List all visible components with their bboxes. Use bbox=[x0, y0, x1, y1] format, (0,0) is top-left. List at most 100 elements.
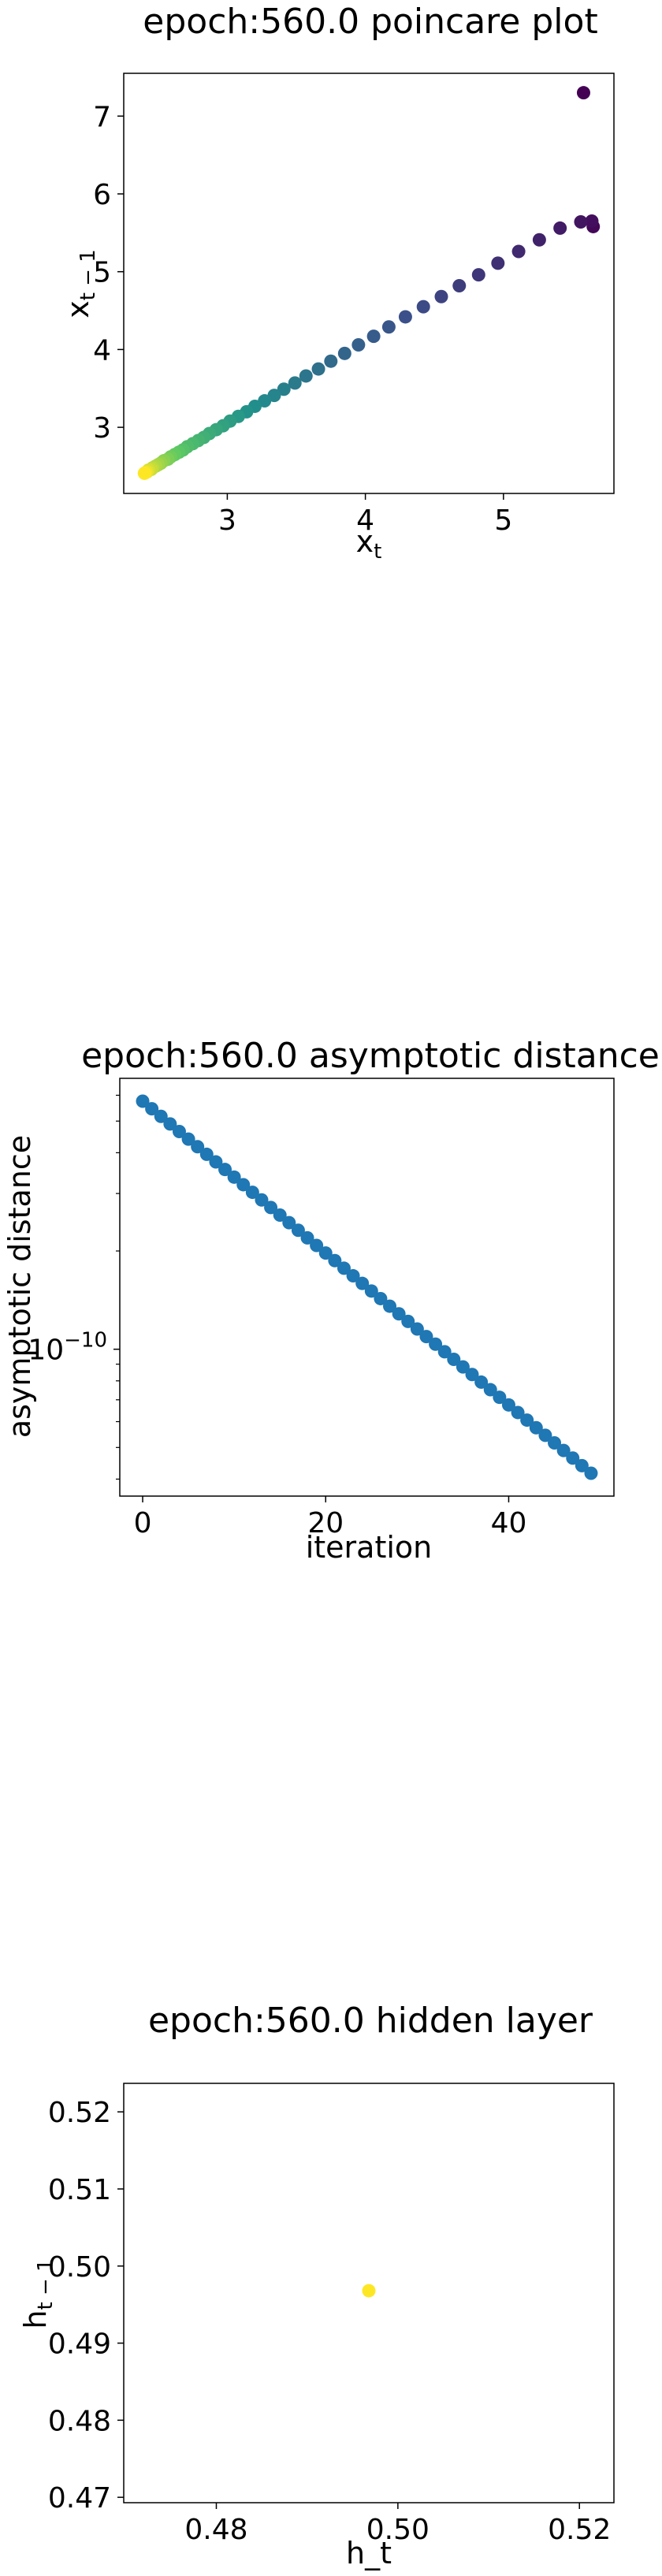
asymptotic-x-axis-label: iteration bbox=[306, 1530, 433, 1565]
hidden-layer-title: epoch:560.0 hidden layer bbox=[148, 2001, 593, 2041]
asymptotic-point bbox=[346, 1269, 360, 1283]
asymptotic-point bbox=[328, 1253, 342, 1268]
asymptotic-point bbox=[419, 1330, 433, 1344]
poincare-point bbox=[532, 233, 546, 247]
hidden-point bbox=[362, 2284, 376, 2298]
poincare-plot-frame bbox=[123, 73, 615, 494]
asymptotic-point bbox=[218, 1163, 232, 1177]
poincare-y-tick-label: 3 bbox=[93, 412, 111, 445]
poincare-point bbox=[137, 466, 151, 480]
asymptotic-point bbox=[383, 1299, 397, 1313]
hidden-y-tick-label: 0.47 bbox=[48, 2482, 111, 2515]
hidden-y-label-sub: t − 1 bbox=[34, 2258, 58, 2310]
poincare-x-axis-label: xt bbox=[356, 524, 382, 564]
asymptotic-point bbox=[209, 1155, 223, 1169]
poincare-y-label-main: x bbox=[61, 300, 95, 318]
asymptotic-point bbox=[199, 1147, 214, 1161]
poincare-point bbox=[574, 215, 588, 229]
asymptotic-point bbox=[145, 1102, 159, 1116]
poincare-point bbox=[576, 86, 590, 100]
asymptotic-distance-title: epoch:560.0 asymptotic distance bbox=[81, 1036, 660, 1076]
hidden-x-axis-label: h_t bbox=[346, 2536, 392, 2570]
asymptotic-point bbox=[493, 1390, 507, 1405]
poincare-y-tick-label: 5 bbox=[93, 257, 111, 289]
asymptotic-point bbox=[154, 1109, 168, 1123]
hidden-plot-frame bbox=[123, 2083, 615, 2503]
asymptotic-point bbox=[429, 1337, 443, 1351]
poincare-point bbox=[299, 369, 313, 383]
hidden-y-tick-label: 0.50 bbox=[48, 2251, 111, 2284]
asymptotic-point bbox=[282, 1215, 296, 1230]
asymptotic-point bbox=[511, 1405, 525, 1420]
asymptotic-y-axis-label: asymptotic distance bbox=[2, 1135, 37, 1438]
asymptotic-point bbox=[520, 1413, 534, 1428]
poincare-point bbox=[277, 382, 291, 396]
asymptotic-point bbox=[483, 1383, 497, 1397]
asymptotic-point bbox=[181, 1132, 195, 1146]
hidden-y-tick-label: 0.48 bbox=[48, 2405, 111, 2437]
poincare-point bbox=[311, 362, 325, 376]
poincare-point bbox=[416, 300, 430, 314]
asymptotic-y-tick-label: 10−10 bbox=[28, 1329, 107, 1367]
poincare-point bbox=[434, 289, 448, 303]
hidden-points-layer bbox=[362, 2284, 376, 2298]
poincare-x-tick-label: 4 bbox=[356, 504, 374, 537]
asymptotic-x-tick-label: 0 bbox=[134, 1507, 152, 1539]
poincare-x-tick-label: 3 bbox=[218, 504, 236, 537]
asymptotic-point bbox=[566, 1451, 580, 1465]
asymptotic-point bbox=[172, 1125, 186, 1139]
asymptotic-point bbox=[437, 1345, 452, 1359]
hidden-y-tick-label: 0.49 bbox=[48, 2328, 111, 2361]
asymptotic-x-tick-label: 20 bbox=[307, 1507, 344, 1539]
poincare-point bbox=[324, 354, 338, 368]
poincare-point bbox=[381, 320, 396, 334]
asymptotic-point bbox=[501, 1398, 515, 1412]
hidden-y-label-main: h bbox=[18, 2310, 53, 2328]
poincare-y-tick-label: 7 bbox=[93, 101, 111, 133]
asymptotic-point bbox=[474, 1375, 489, 1389]
poincare-x-label-main: x bbox=[356, 524, 374, 559]
asymptotic-point bbox=[401, 1314, 415, 1328]
poincare-point bbox=[491, 256, 505, 270]
poincare-point bbox=[351, 337, 366, 352]
hidden-layer-chart: epoch:560.0 hidden layer 0.48 0.50 0.52 0.4… bbox=[18, 2001, 615, 2570]
poincare-point bbox=[511, 244, 526, 259]
poincare-point bbox=[288, 376, 302, 390]
asymptotic-point bbox=[374, 1291, 388, 1305]
poincare-points-layer bbox=[137, 86, 601, 480]
asymptotic-point bbox=[163, 1117, 177, 1131]
poincare-y-axis-label: xt − 1 bbox=[61, 249, 100, 318]
hidden-y-axis-label: ht − 1 bbox=[18, 2258, 58, 2328]
asymptotic-point bbox=[392, 1307, 406, 1321]
asymptotic-point bbox=[538, 1428, 552, 1442]
asymptotic-point bbox=[465, 1368, 479, 1382]
hidden-x-tick-label: 0.50 bbox=[366, 2514, 430, 2546]
asymptotic-point bbox=[291, 1223, 305, 1238]
asymptotic-point bbox=[410, 1322, 424, 1336]
poincare-point bbox=[398, 310, 412, 324]
asymptotic-plot-frame bbox=[119, 1078, 615, 1497]
asymptotic-point bbox=[364, 1284, 378, 1298]
asymptotic-point bbox=[191, 1140, 205, 1154]
asymptotic-point bbox=[310, 1238, 324, 1253]
hidden-y-tick-label: 0.52 bbox=[48, 2097, 111, 2129]
hidden-x-tick-label: 0.48 bbox=[184, 2514, 247, 2546]
asymptotic-point bbox=[255, 1193, 269, 1207]
poincare-ticks-layer: 3 4 5 3 4 5 6 7 bbox=[93, 101, 512, 537]
hidden-y-tick-label: 0.51 bbox=[48, 2174, 111, 2206]
asymptotic-point bbox=[456, 1360, 470, 1374]
poincare-point bbox=[366, 329, 381, 344]
poincare-y-tick-label: 6 bbox=[93, 179, 111, 211]
asymptotic-point bbox=[300, 1230, 314, 1245]
poincare-point bbox=[553, 221, 567, 235]
hidden-ticks-layer: 0.48 0.50 0.52 0.47 0.48 0.49 0.50 0.51 0.52 bbox=[48, 2097, 611, 2546]
asymptotic-point bbox=[447, 1353, 461, 1367]
asymptotic-point bbox=[548, 1435, 562, 1450]
poincare-point bbox=[337, 346, 351, 360]
asymptotic-x-tick-label: 40 bbox=[491, 1507, 527, 1539]
poincare-y-tick-label: 4 bbox=[93, 334, 111, 367]
asymptotic-point bbox=[556, 1443, 571, 1457]
asymptotic-point bbox=[136, 1094, 150, 1108]
asymptotic-point bbox=[264, 1201, 278, 1215]
